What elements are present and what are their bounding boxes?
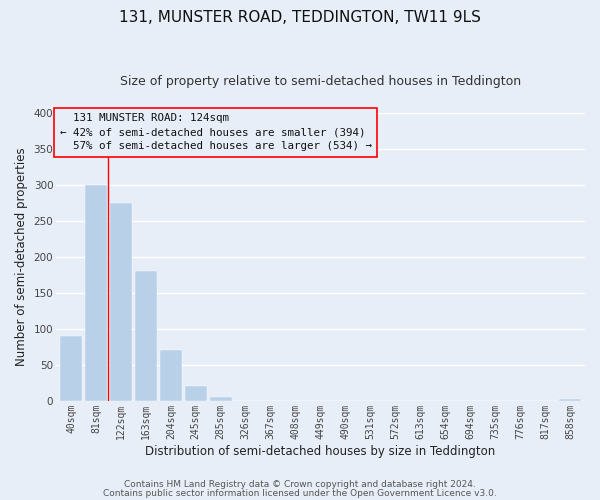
- Text: Contains public sector information licensed under the Open Government Licence v3: Contains public sector information licen…: [103, 488, 497, 498]
- Text: 131 MUNSTER ROAD: 124sqm
← 42% of semi-detached houses are smaller (394)
  57% o: 131 MUNSTER ROAD: 124sqm ← 42% of semi-d…: [60, 114, 372, 152]
- X-axis label: Distribution of semi-detached houses by size in Teddington: Distribution of semi-detached houses by …: [145, 444, 496, 458]
- Text: 131, MUNSTER ROAD, TEDDINGTON, TW11 9LS: 131, MUNSTER ROAD, TEDDINGTON, TW11 9LS: [119, 10, 481, 25]
- Y-axis label: Number of semi-detached properties: Number of semi-detached properties: [15, 148, 28, 366]
- Bar: [110, 203, 132, 401]
- Text: Contains HM Land Registry data © Crown copyright and database right 2024.: Contains HM Land Registry data © Crown c…: [124, 480, 476, 489]
- Bar: [209, 398, 232, 401]
- Bar: [134, 272, 157, 401]
- Bar: [559, 399, 581, 401]
- Bar: [85, 185, 107, 401]
- Bar: [160, 350, 182, 401]
- Bar: [185, 386, 207, 401]
- Title: Size of property relative to semi-detached houses in Teddington: Size of property relative to semi-detach…: [120, 75, 521, 88]
- Bar: [60, 336, 82, 401]
